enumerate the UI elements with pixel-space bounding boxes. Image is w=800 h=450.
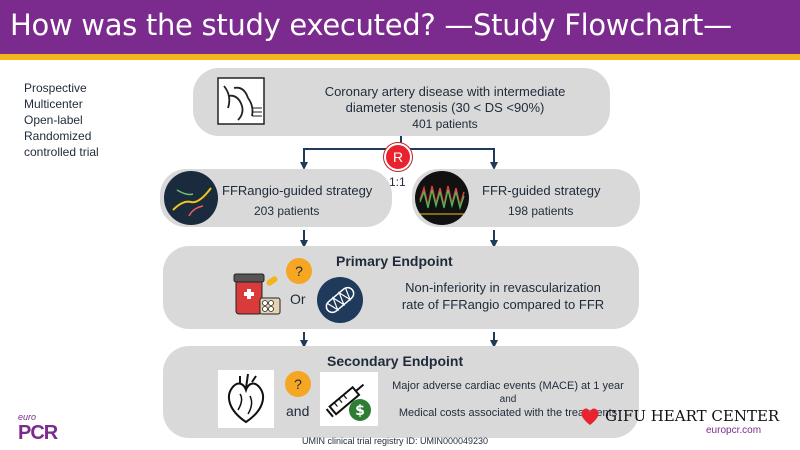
angiogram-icon — [217, 77, 265, 125]
page-title: How was the study executed? —Study Flowc… — [10, 8, 732, 42]
registry-id: UMIN clinical trial registry ID: UMIN000… — [302, 436, 489, 446]
svg-text:$: $ — [355, 403, 365, 419]
enrollment-patients: 401 patients — [412, 117, 478, 131]
europcr-site: europcr.com — [706, 425, 762, 436]
ffrangio-image-icon — [164, 171, 218, 225]
design-item: Multicenter — [24, 97, 83, 111]
medication-icon — [233, 273, 281, 315]
randomization-ratio: 1:1 — [389, 175, 406, 189]
title-bar: How was the study executed? —Study Flowc… — [0, 0, 800, 54]
ffr-arm-patients: 198 patients — [508, 204, 574, 218]
title-stripe — [0, 54, 800, 60]
ffrangio-arm-patients: 203 patients — [254, 204, 320, 218]
gifu-heart-center-logo: GIFU HEART CENTER — [581, 406, 781, 428]
heart-logo-icon — [581, 408, 599, 425]
design-item: controlled trial — [24, 145, 99, 159]
primary-or-label: Or — [290, 291, 306, 307]
europcr-logo-euro: euro — [18, 412, 37, 422]
secondary-endpoint-line2: and — [499, 394, 517, 405]
gifu-heart-center-name: GIFU HEART CENTER — [605, 407, 780, 425]
design-item: Randomized — [24, 129, 92, 143]
study-design-list: Prospective Multicenter Open-label Rando… — [24, 80, 99, 160]
question-icon: ? — [285, 371, 311, 397]
europcr-logo: euro PCR — [18, 412, 58, 444]
design-item: Open-label — [24, 113, 83, 127]
stent-icon — [317, 277, 363, 323]
heart-icon — [218, 370, 274, 428]
primary-endpoint-line1: Non-inferiority in revascularization — [405, 280, 601, 295]
enrollment-line1: Coronary artery disease with intermediat… — [324, 84, 566, 99]
randomization-badge: R — [384, 143, 412, 171]
primary-endpoint-line2: rate of FFRangio compared to FFR — [401, 297, 605, 312]
question-icon: ? — [286, 258, 312, 284]
ffr-arm-label: FFR-guided strategy — [482, 183, 601, 198]
enrollment-line2: diameter stenosis (30 < DS <90%) — [345, 100, 545, 115]
secondary-endpoint-line3: Medical costs associated with the treatm… — [398, 407, 618, 419]
design-item: Prospective — [24, 81, 87, 95]
medical-cost-icon: $ — [320, 372, 378, 426]
ffr-pressure-icon — [415, 171, 469, 225]
secondary-and-label: and — [286, 403, 310, 419]
primary-endpoint-title: Primary Endpoint — [336, 253, 453, 269]
secondary-endpoint-line1: Major adverse cardiac events (MACE) at 1… — [392, 380, 624, 392]
europcr-logo-pcr: PCR — [18, 422, 58, 444]
secondary-endpoint-title: Secondary Endpoint — [327, 353, 464, 369]
ffrangio-arm-label: FFRangio-guided strategy — [222, 183, 373, 198]
